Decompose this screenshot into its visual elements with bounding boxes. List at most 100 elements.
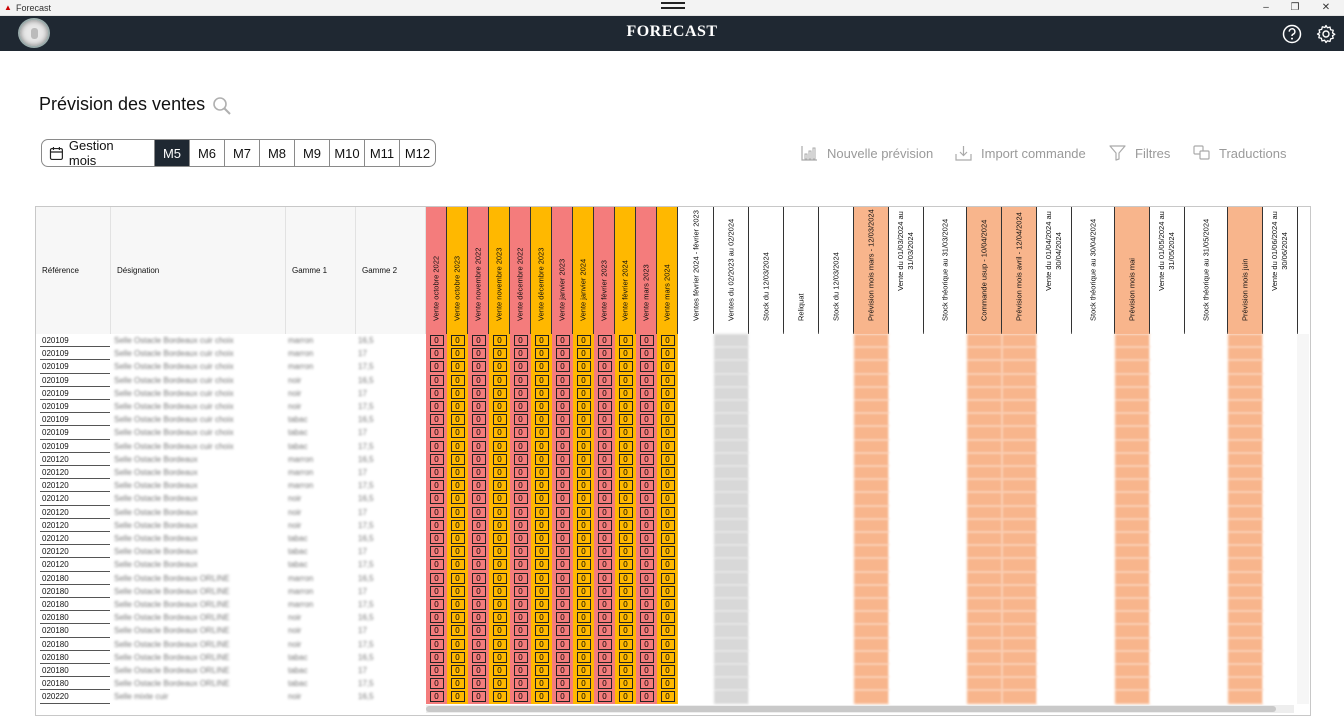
forecast-value-cell[interactable] — [784, 492, 819, 506]
sales-value-cell[interactable]: 0 — [531, 479, 552, 493]
forecast-value-cell[interactable] — [924, 650, 967, 664]
forecast-value-cell[interactable] — [1002, 518, 1037, 532]
forecast-value-cell[interactable] — [1002, 545, 1037, 559]
forecast-value-cell[interactable] — [819, 624, 854, 638]
forecast-value-cell[interactable] — [1037, 373, 1072, 387]
sales-value-cell[interactable]: 0 — [552, 677, 573, 691]
sales-value-cell[interactable]: 0 — [615, 439, 636, 453]
sales-value-cell[interactable]: 0 — [531, 360, 552, 374]
sales-value-cell[interactable]: 0 — [594, 664, 615, 678]
sales-value-cell[interactable]: 0 — [510, 360, 531, 374]
forecast-value-cell[interactable] — [1037, 492, 1072, 506]
forecast-value-cell[interactable] — [924, 400, 967, 414]
forecast-value-cell[interactable] — [1002, 532, 1037, 546]
month-tab-m8[interactable]: M8 — [260, 140, 295, 166]
horizontal-scrollbar-thumb[interactable] — [426, 706, 1276, 712]
sales-value-cell[interactable]: 0 — [426, 598, 447, 612]
forecast-value-cell[interactable] — [889, 386, 924, 400]
sales-value-cell[interactable]: 0 — [468, 571, 489, 585]
forecast-value-cell[interactable] — [784, 334, 819, 348]
forecast-value-cell[interactable] — [1185, 611, 1228, 625]
forecast-value-cell[interactable] — [1185, 452, 1228, 466]
forecast-value-cell[interactable] — [679, 532, 714, 546]
sales-value-cell[interactable]: 0 — [531, 334, 552, 348]
forecast-value-cell[interactable] — [679, 598, 714, 612]
sales-value-cell[interactable]: 0 — [657, 624, 678, 638]
forecast-value-cell[interactable] — [1228, 545, 1263, 559]
forecast-value-cell[interactable] — [1072, 373, 1115, 387]
sales-value-cell[interactable]: 0 — [573, 598, 594, 612]
forecast-value-cell[interactable] — [714, 386, 749, 400]
forecast-value-cell[interactable] — [784, 466, 819, 480]
forecast-value-cell[interactable] — [854, 571, 889, 585]
forecast-value-cell[interactable] — [854, 545, 889, 559]
forecast-value-cell[interactable] — [1150, 664, 1185, 678]
forecast-value-cell[interactable] — [1115, 532, 1150, 546]
sales-value-cell[interactable]: 0 — [636, 611, 657, 625]
forecast-value-cell[interactable] — [1185, 637, 1228, 651]
sales-value-cell[interactable]: 0 — [426, 466, 447, 480]
sales-value-cell[interactable]: 0 — [510, 532, 531, 546]
forecast-value-cell[interactable] — [889, 611, 924, 625]
sales-value-cell[interactable]: 0 — [510, 400, 531, 414]
sales-value-cell[interactable]: 0 — [426, 386, 447, 400]
sales-value-cell[interactable]: 0 — [594, 624, 615, 638]
sales-value-cell[interactable]: 0 — [489, 598, 510, 612]
sales-value-cell[interactable]: 0 — [468, 360, 489, 374]
forecast-value-cell[interactable] — [1072, 426, 1115, 440]
forecast-value-cell[interactable] — [1115, 664, 1150, 678]
forecast-value-cell[interactable] — [819, 413, 854, 427]
forecast-value-cell[interactable] — [1185, 664, 1228, 678]
forecast-value-cell[interactable] — [924, 492, 967, 506]
forecast-value-cell[interactable] — [1115, 452, 1150, 466]
forecast-column-header[interactable]: Commande usup - 10/04/2024 — [967, 207, 1002, 334]
month-tab-m9[interactable]: M9 — [295, 140, 330, 166]
forecast-value-cell[interactable] — [1002, 466, 1037, 480]
forecast-value-cell[interactable] — [967, 598, 1002, 612]
forecast-value-cell[interactable] — [714, 677, 749, 691]
forecast-value-cell[interactable] — [1037, 545, 1072, 559]
sales-value-cell[interactable]: 0 — [426, 650, 447, 664]
sales-value-cell[interactable]: 0 — [594, 611, 615, 625]
sales-value-cell[interactable]: 0 — [552, 439, 573, 453]
forecast-value-cell[interactable] — [1037, 518, 1072, 532]
sales-value-cell[interactable]: 0 — [468, 479, 489, 493]
sales-value-cell[interactable]: 0 — [636, 624, 657, 638]
forecast-value-cell[interactable] — [679, 492, 714, 506]
sales-value-cell[interactable]: 0 — [489, 400, 510, 414]
sales-value-cell[interactable]: 0 — [573, 518, 594, 532]
sales-value-cell[interactable]: 0 — [594, 439, 615, 453]
sales-value-cell[interactable]: 0 — [636, 545, 657, 559]
forecast-value-cell[interactable] — [679, 545, 714, 559]
column-header-1[interactable]: Désignation — [111, 207, 286, 334]
sales-value-cell[interactable]: 0 — [510, 439, 531, 453]
forecast-value-cell[interactable] — [749, 452, 784, 466]
forecast-value-cell[interactable] — [749, 347, 784, 361]
table-row[interactable]: 020120 Selle Ostacle Bordeaux marron 17,5 0 0… — [36, 479, 1298, 493]
forecast-value-cell[interactable] — [714, 373, 749, 387]
forecast-value-cell[interactable] — [749, 466, 784, 480]
forecast-value-cell[interactable] — [679, 426, 714, 440]
sales-value-cell[interactable]: 0 — [489, 571, 510, 585]
forecast-value-cell[interactable] — [714, 690, 749, 704]
forecast-value-cell[interactable] — [1002, 598, 1037, 612]
forecast-value-cell[interactable] — [1150, 492, 1185, 506]
forecast-value-cell[interactable] — [1115, 624, 1150, 638]
sales-value-cell[interactable]: 0 — [636, 400, 657, 414]
sales-value-cell[interactable]: 0 — [636, 452, 657, 466]
forecast-value-cell[interactable] — [1115, 545, 1150, 559]
table-row[interactable]: 020180 Selle Ostacle Bordeaux ORLINE tabac… — [36, 677, 1298, 691]
forecast-value-cell[interactable] — [1002, 479, 1037, 493]
sales-value-cell[interactable]: 0 — [489, 426, 510, 440]
forecast-value-cell[interactable] — [1263, 479, 1298, 493]
forecast-value-cell[interactable] — [1263, 360, 1298, 374]
sales-value-cell[interactable]: 0 — [573, 492, 594, 506]
forecast-value-cell[interactable] — [1150, 452, 1185, 466]
sales-value-cell[interactable]: 0 — [447, 598, 468, 612]
forecast-value-cell[interactable] — [924, 439, 967, 453]
forecast-value-cell[interactable] — [1150, 439, 1185, 453]
forecast-value-cell[interactable] — [967, 373, 1002, 387]
forecast-value-cell[interactable] — [1150, 400, 1185, 414]
sales-value-cell[interactable]: 0 — [489, 373, 510, 387]
sales-value-cell[interactable]: 0 — [468, 373, 489, 387]
